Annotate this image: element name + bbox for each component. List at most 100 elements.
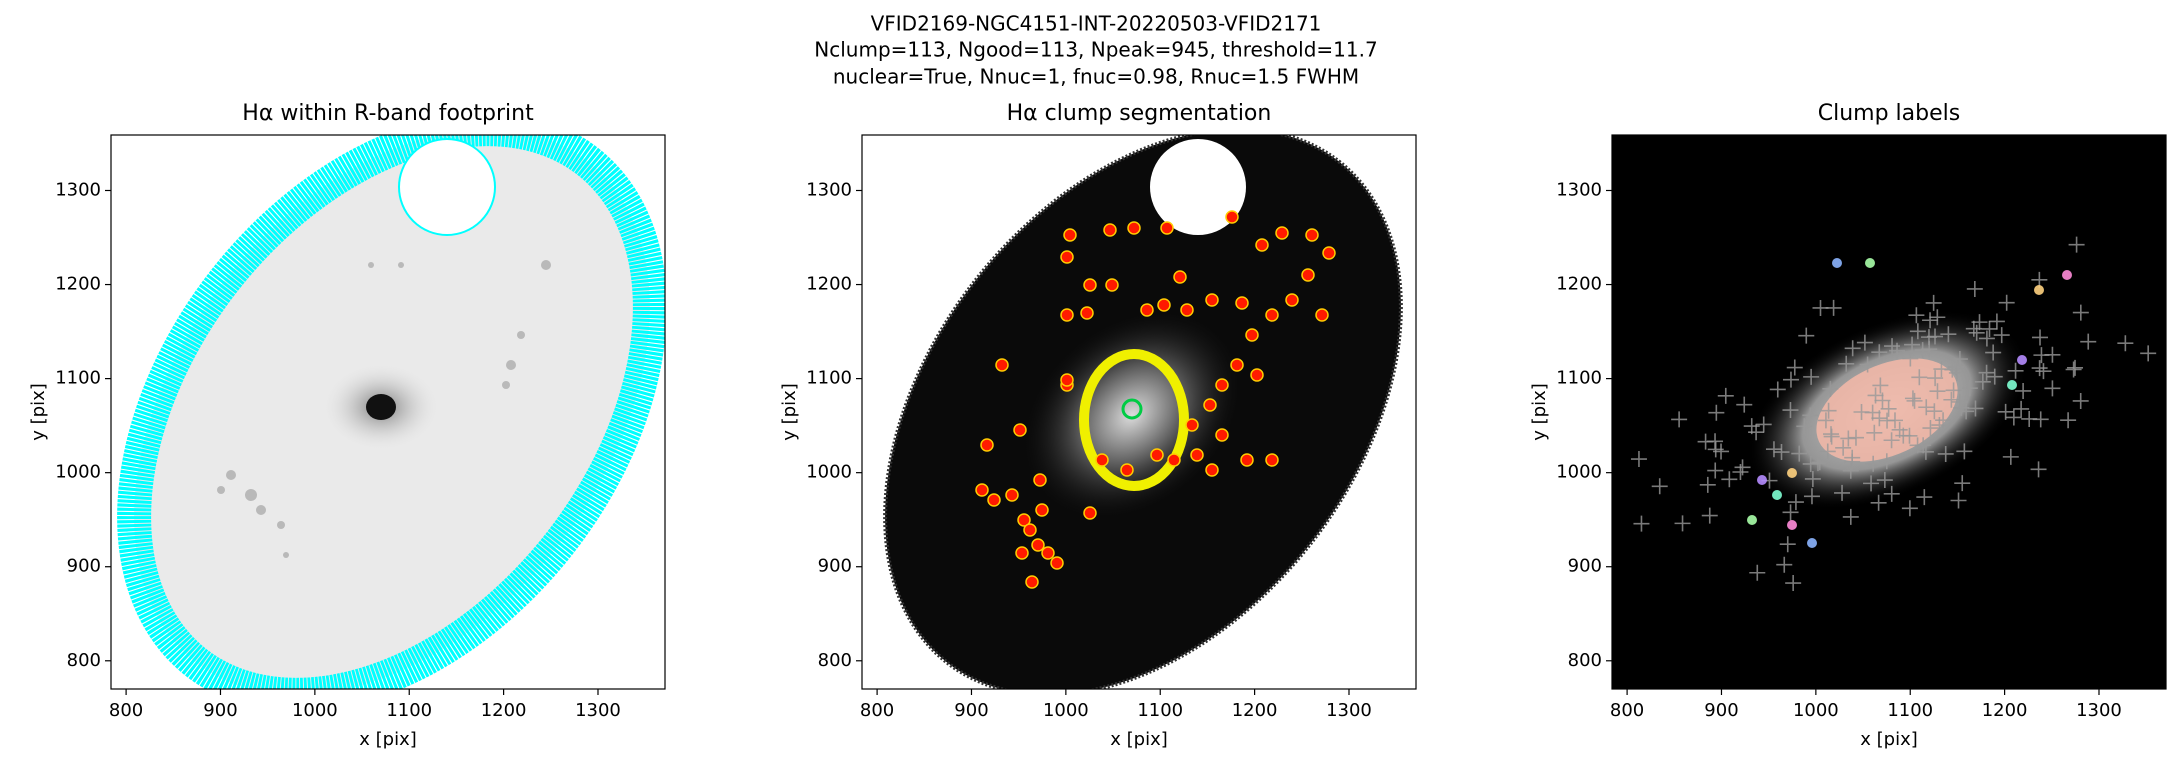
peak-marker bbox=[1796, 418, 1813, 435]
clump-marker bbox=[1225, 210, 1239, 224]
peak-marker bbox=[1917, 443, 1934, 460]
panel-title: Clump labels bbox=[1818, 101, 1960, 126]
y-axis-label: y [pix] bbox=[28, 383, 49, 441]
clump-marker bbox=[1063, 228, 1077, 242]
y-tick-label: 1200 bbox=[806, 274, 852, 295]
x-axis-label: x [pix] bbox=[1860, 729, 1918, 750]
peak-marker bbox=[1749, 564, 1766, 581]
peak-marker bbox=[1997, 403, 2014, 420]
peak-marker bbox=[1785, 575, 1802, 592]
peak-marker bbox=[2065, 361, 2082, 378]
peak-marker bbox=[1911, 369, 1928, 386]
peak-marker bbox=[1859, 356, 1876, 373]
peak-marker bbox=[2005, 409, 2022, 426]
peak-marker bbox=[1967, 400, 1984, 417]
clump-marker bbox=[1060, 308, 1074, 322]
clump-label bbox=[1757, 475, 1767, 485]
clump-label bbox=[1787, 468, 1797, 478]
peak-marker bbox=[1935, 412, 1952, 429]
peak-marker bbox=[1707, 462, 1724, 479]
clump-marker bbox=[1265, 308, 1279, 322]
peak-marker bbox=[1950, 492, 1967, 509]
peak-marker bbox=[1929, 383, 1946, 400]
clump-label bbox=[1787, 520, 1797, 530]
peak-marker bbox=[1863, 475, 1880, 492]
peak-marker bbox=[1779, 536, 1796, 553]
peak-marker bbox=[1916, 489, 1933, 506]
x-tick-label: 1200 bbox=[1232, 700, 1278, 721]
peak-marker bbox=[1870, 494, 1887, 511]
clump-marker bbox=[1255, 238, 1269, 252]
clump-marker bbox=[1015, 546, 1029, 560]
peak-marker bbox=[1925, 294, 1942, 311]
clump-marker bbox=[987, 493, 1001, 507]
image-segmentation bbox=[862, 135, 1416, 689]
clump-marker bbox=[1017, 513, 1031, 527]
peak-marker bbox=[1929, 309, 1946, 326]
y-axis-label: y [pix] bbox=[779, 383, 800, 441]
peak-marker bbox=[1844, 453, 1861, 470]
peak-marker bbox=[1966, 280, 1983, 297]
peak-marker bbox=[1918, 399, 1935, 416]
clump-label bbox=[2062, 270, 2072, 280]
clump-marker bbox=[1031, 538, 1045, 552]
peak-marker bbox=[1891, 421, 1908, 438]
peak-marker bbox=[2072, 304, 2089, 321]
peak-marker bbox=[2067, 359, 2084, 376]
peak-marker bbox=[1871, 410, 1888, 427]
clump-marker bbox=[1250, 368, 1264, 382]
x-axis-label: x [pix] bbox=[359, 729, 417, 750]
nuclear-segment bbox=[1079, 349, 1189, 491]
peak-marker bbox=[1978, 330, 1995, 347]
peak-marker bbox=[1804, 470, 1821, 487]
y-tick-label: 1100 bbox=[806, 368, 852, 389]
x-tick-label: 800 bbox=[860, 700, 894, 721]
x-tick-label: 1000 bbox=[1043, 700, 1089, 721]
peak-marker bbox=[1883, 485, 1900, 502]
peak-marker bbox=[1872, 377, 1889, 394]
clump-marker bbox=[1023, 523, 1037, 537]
clump-marker bbox=[980, 438, 994, 452]
clump-marker bbox=[1005, 488, 1019, 502]
clump-marker bbox=[1105, 278, 1119, 292]
clump-marker bbox=[1203, 398, 1217, 412]
peak-marker bbox=[1940, 326, 1957, 343]
y-tick-label: 800 bbox=[67, 650, 101, 671]
x-tick-label: 1300 bbox=[575, 700, 621, 721]
y-tick-label: 800 bbox=[818, 650, 852, 671]
peak-marker bbox=[1835, 439, 1852, 456]
x-tick-label: 1200 bbox=[1982, 700, 2028, 721]
clump-marker bbox=[1080, 306, 1094, 320]
peak-marker bbox=[1842, 462, 1859, 479]
peak-marker bbox=[1651, 478, 1668, 495]
clump-marker bbox=[1205, 463, 1219, 477]
clump-label bbox=[1832, 258, 1842, 268]
peak-marker bbox=[1838, 355, 1855, 372]
clump-label bbox=[2017, 355, 2027, 365]
suptitle: Nclump=113, Ngood=113, Npeak=945, thresh… bbox=[814, 38, 1377, 62]
x-tick-label: 900 bbox=[954, 700, 988, 721]
peak-marker bbox=[1787, 494, 1804, 511]
peak-marker bbox=[1985, 344, 2002, 361]
peak-marker bbox=[1965, 320, 1982, 337]
peak-marker bbox=[1904, 336, 1921, 353]
peak-marker bbox=[1901, 500, 1918, 517]
peak-marker bbox=[1926, 403, 1943, 420]
clump-label bbox=[1807, 538, 1817, 548]
peak-marker bbox=[2072, 392, 2089, 409]
clump-marker bbox=[1013, 423, 1027, 437]
clump-markers bbox=[975, 210, 1336, 589]
peak-marker bbox=[2007, 362, 2024, 379]
clump-marker bbox=[1185, 418, 1199, 432]
nucleus-marker bbox=[1121, 398, 1143, 420]
peak-marker bbox=[1948, 364, 1965, 381]
y-tick-label: 1100 bbox=[55, 368, 101, 389]
peak-marker bbox=[1773, 444, 1790, 461]
galaxy-glow bbox=[1023, 311, 1241, 519]
clump-marker bbox=[1230, 358, 1244, 372]
peak-marker bbox=[1853, 403, 1870, 420]
nuclear-label bbox=[1816, 358, 1958, 462]
peak-marker bbox=[1671, 411, 1688, 428]
peak-marker bbox=[1880, 400, 1897, 417]
peak-marker bbox=[1834, 484, 1851, 501]
